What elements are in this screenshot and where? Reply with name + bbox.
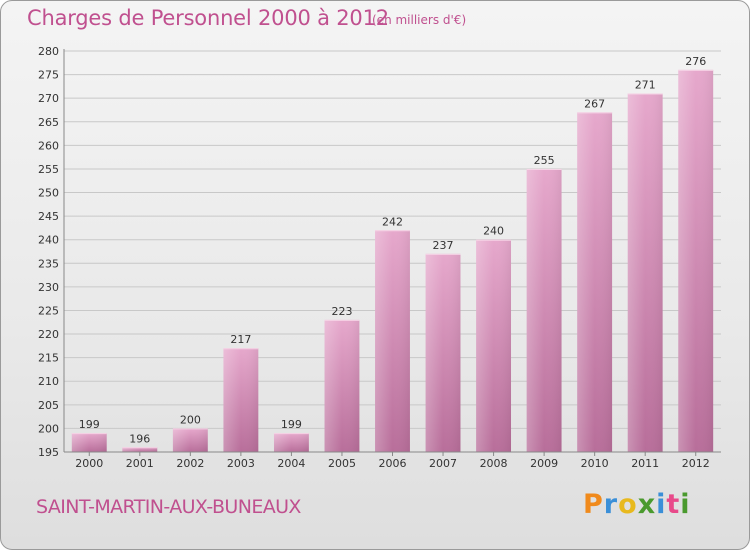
logo-letter: P	[583, 489, 604, 520]
x-tick-label: 2003	[227, 457, 255, 470]
bar-sheen-2003	[223, 348, 259, 452]
bar-sheen-2006	[375, 230, 410, 452]
y-tick-label: 210	[38, 375, 59, 388]
logo-letter: x	[637, 489, 657, 520]
y-tick-label: 215	[38, 352, 59, 365]
axes: 195 200 205 210 215 220 225 230 235 240 245 250 255 2…	[38, 45, 721, 470]
y-tick-label: 265	[38, 116, 59, 129]
bar-sheen-2000	[71, 433, 107, 452]
bar-sheen-2005	[324, 319, 360, 452]
y-tick-label: 220	[38, 328, 59, 341]
y-tick-label: 195	[38, 446, 59, 459]
bar-sheen-2009	[526, 168, 562, 453]
logo-letter: t	[666, 489, 681, 520]
value-label: 200	[180, 413, 201, 426]
y-tick-label: 225	[38, 304, 59, 317]
logo-letter: o	[618, 489, 638, 520]
value-label: 237	[433, 239, 454, 252]
x-tick-label: 2002	[176, 457, 204, 470]
x-tick-label: 2005	[328, 457, 356, 470]
proxiti-logo[interactable]: Proxiti	[583, 489, 691, 520]
bar-sheen-2012	[678, 69, 714, 452]
y-tick-label: 200	[38, 422, 59, 435]
x-tick-label: 2004	[277, 457, 305, 470]
y-tick-label: 240	[38, 234, 59, 247]
x-tick-label: 2000	[75, 457, 103, 470]
y-tick-label: 260	[38, 139, 59, 152]
y-tick-label: 255	[38, 163, 59, 176]
y-tick-label: 230	[38, 281, 59, 294]
y-tick-label: 245	[38, 210, 59, 223]
bar-sheen-2007	[425, 253, 461, 452]
bars	[71, 69, 714, 453]
y-tick-label: 275	[38, 69, 59, 82]
value-label: 217	[230, 333, 251, 346]
chart-title: Charges de Personnel 2000 à 2012	[27, 6, 389, 30]
commune-name: SAINT-MARTIN-AUX-BUNEAUX	[36, 496, 301, 518]
x-tick-label: 2011	[631, 457, 659, 470]
x-tick-label: 2006	[379, 457, 407, 470]
bar-sheen-2011	[627, 93, 663, 452]
x-tick-label: 2009	[530, 457, 558, 470]
value-label: 276	[685, 55, 706, 68]
x-tick-label: 2008	[480, 457, 508, 470]
x-tick-label: 2012	[682, 457, 710, 470]
y-tick-label: 235	[38, 257, 59, 270]
x-tick-label: 2001	[126, 457, 154, 470]
chart-subtitle: (en milliers d'€)	[372, 13, 467, 27]
value-label: 271	[635, 78, 656, 91]
bar-sheen-2010	[577, 112, 613, 453]
value-label: 223	[331, 305, 352, 318]
y-tick-label: 250	[38, 187, 59, 200]
value-label: 199	[79, 418, 100, 431]
logo-letter: i	[680, 489, 691, 520]
y-tick-label: 205	[38, 399, 59, 412]
value-label: 240	[483, 225, 504, 238]
x-tick-label: 2007	[429, 457, 457, 470]
logo-letter: i	[656, 489, 667, 520]
bar-sheen-2008	[476, 239, 512, 452]
value-label: 242	[382, 215, 403, 228]
x-tick-label: 2010	[581, 457, 609, 470]
bar-sheen-2002	[172, 428, 208, 452]
value-label: 267	[584, 97, 605, 110]
value-label: 255	[534, 154, 555, 167]
value-label: 196	[129, 432, 150, 445]
value-label: 199	[281, 418, 302, 431]
y-tick-label: 280	[38, 45, 59, 58]
bar-sheen-2001	[122, 447, 158, 452]
logo-letter: r	[603, 489, 619, 520]
bar-sheen-2004	[273, 433, 309, 452]
y-tick-label: 270	[38, 92, 59, 105]
